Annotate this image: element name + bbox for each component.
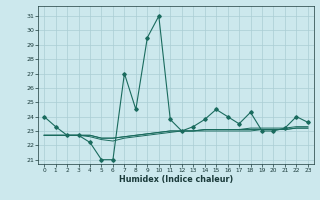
X-axis label: Humidex (Indice chaleur): Humidex (Indice chaleur): [119, 175, 233, 184]
